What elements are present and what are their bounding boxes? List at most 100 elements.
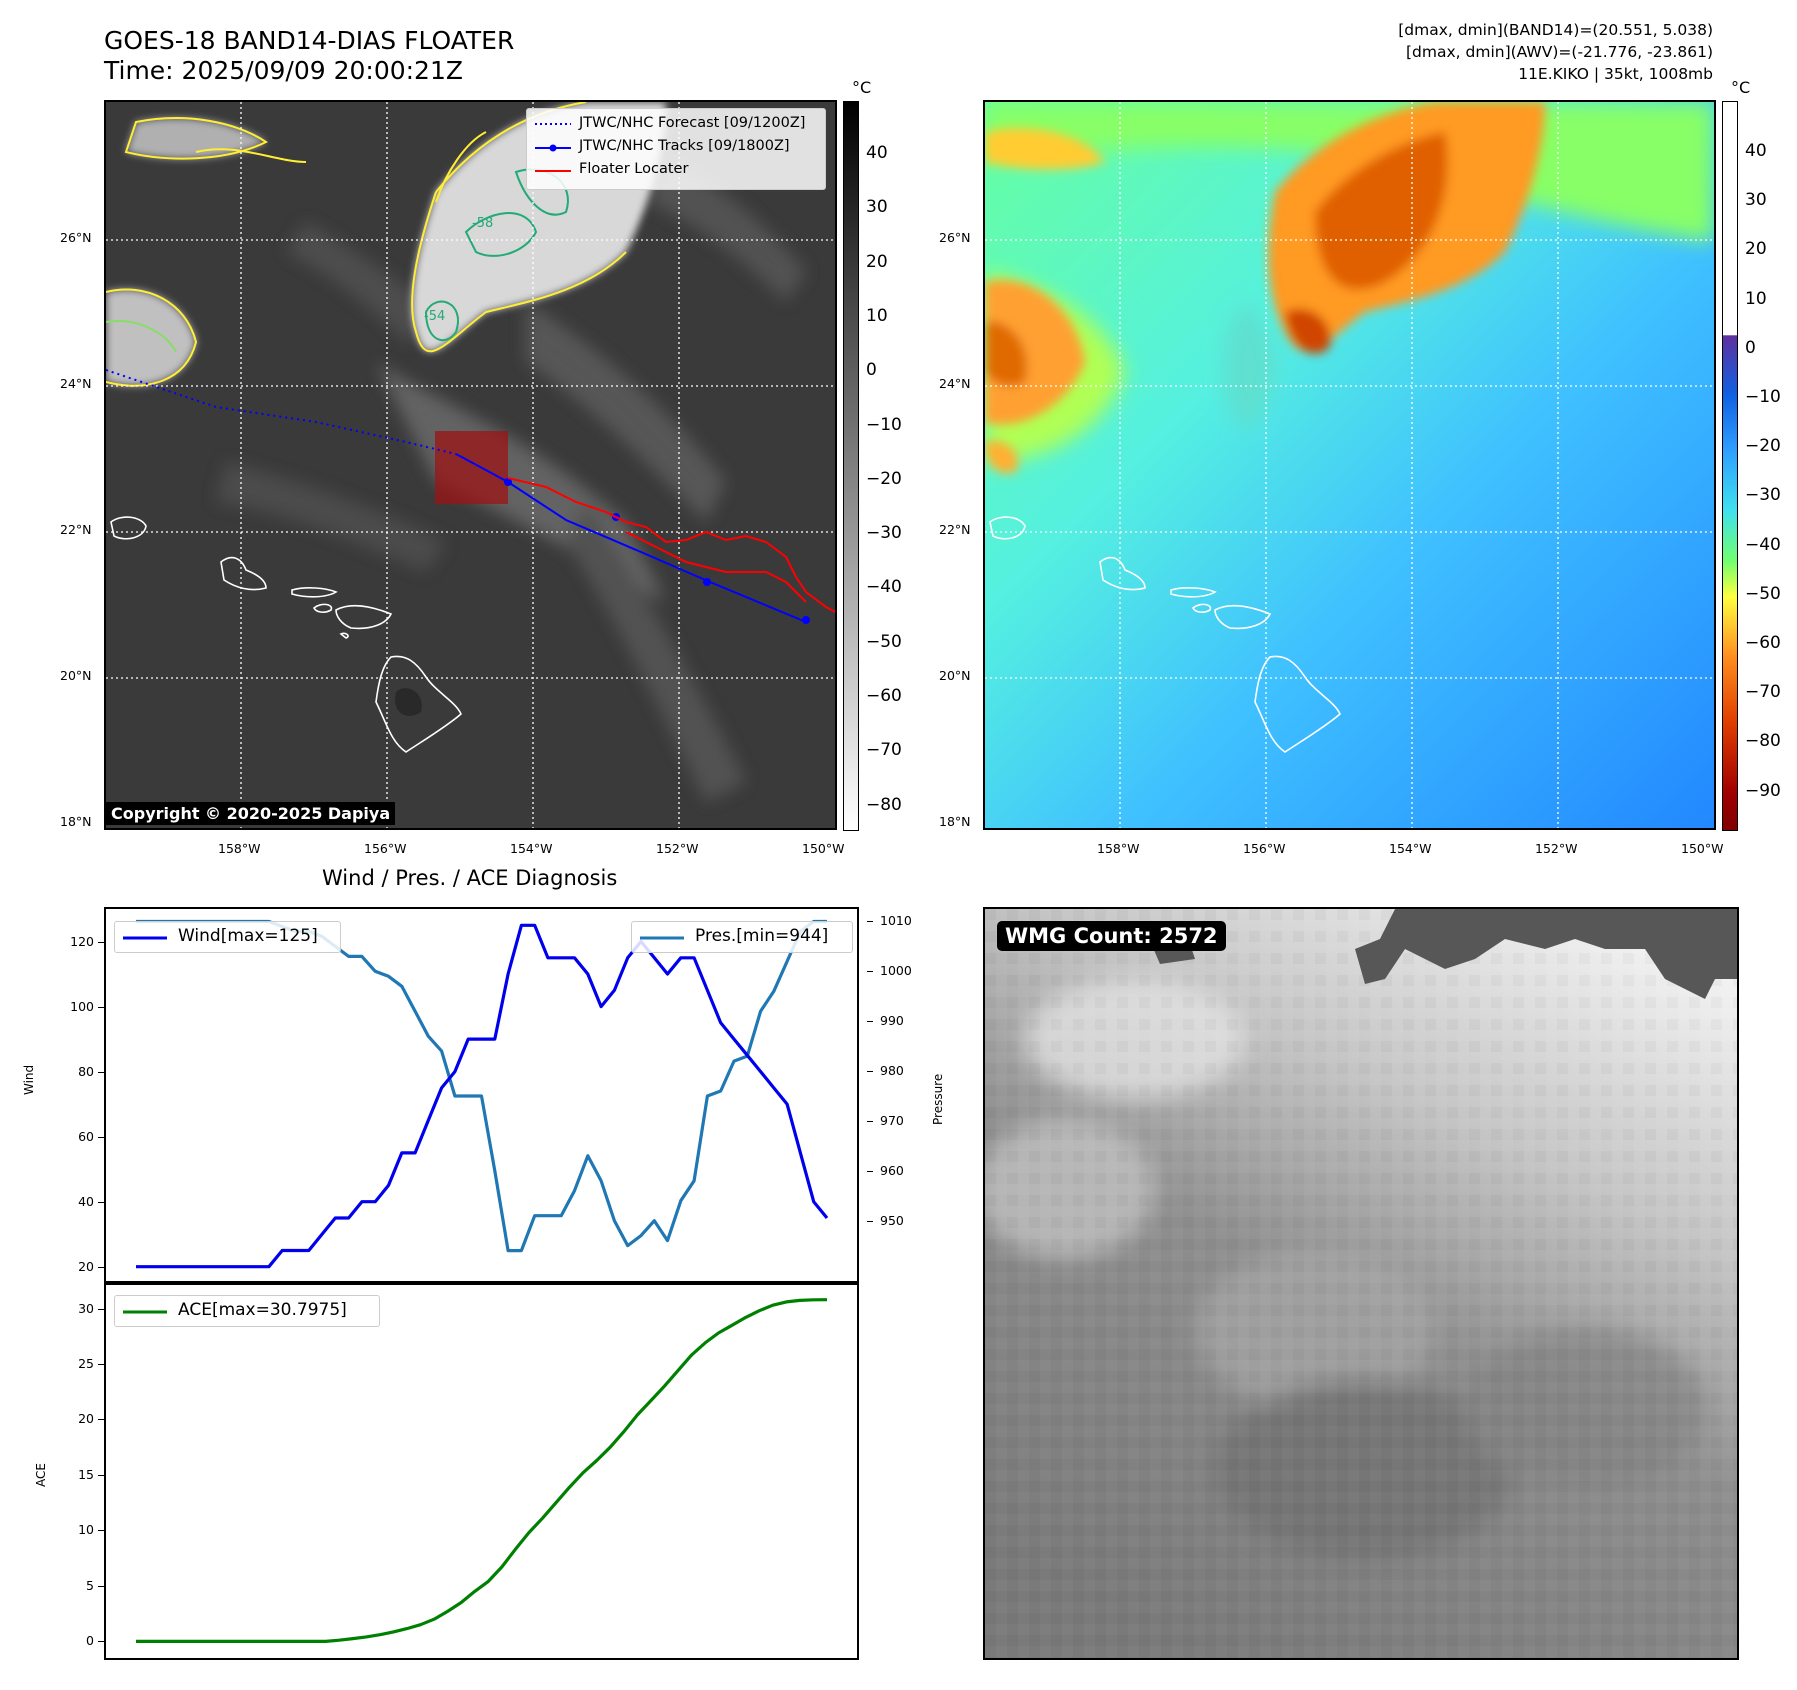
lon-label: 156°W — [1243, 841, 1286, 856]
axis-tick-mark — [98, 1136, 104, 1138]
awv-map-panel — [983, 100, 1716, 830]
lon-label: 152°W — [656, 841, 699, 856]
ir-map: -58 -54 — [106, 102, 835, 828]
wind-legend-label: Wind[max=125] — [178, 926, 318, 946]
axis-tick-label: 120 — [70, 933, 94, 949]
wmg-dark-cloud — [1355, 909, 1737, 999]
colorbar-tick: −80 — [1745, 731, 1781, 752]
awv-gridlines — [985, 102, 1714, 828]
lon-label: 152°W — [1535, 841, 1578, 856]
colorbar-tick: −60 — [866, 686, 902, 706]
info-storm: 11E.KIKO | 35kt, 1008mb — [1518, 65, 1713, 83]
axis-tick-label: 1010 — [880, 913, 912, 929]
ace-legend: ACE[max=30.7975] — [114, 1295, 380, 1327]
figure-title: GOES-18 BAND14-DIAS FLOATER — [104, 26, 515, 55]
lon-label: 150°W — [802, 841, 845, 856]
colorbar-tick: 40 — [1745, 141, 1767, 161]
lon-label: 158°W — [218, 841, 261, 856]
big-island-shadow — [395, 688, 422, 716]
axis-tick-mark — [867, 1120, 873, 1122]
lat-label: 22°N — [939, 522, 971, 537]
colorbar-tick: 0 — [1745, 337, 1756, 358]
axis-tick-mark — [98, 1419, 104, 1421]
awv-dry-cloud — [985, 102, 1545, 474]
ir-gridlines — [106, 102, 835, 828]
ylabel-wind: Wind — [22, 1064, 36, 1095]
lon-label: 156°W — [364, 841, 407, 856]
colorbar-tick: −20 — [1745, 436, 1781, 457]
axis-tick-label: 990 — [880, 1013, 904, 1029]
colorbar-tick: −90 — [1745, 780, 1781, 801]
wmg-panel: WMG Count: 2572 — [983, 907, 1739, 1660]
ylabel-ace: ACE — [34, 1463, 48, 1487]
observed-track-line — [455, 453, 807, 623]
colorbar-tick: −30 — [1745, 485, 1781, 506]
wind-legend: Wind[max=125] — [114, 921, 341, 953]
axis-tick-label: 1000 — [880, 963, 912, 979]
axis-tick-mark — [98, 1474, 104, 1476]
colorbar-tick: 20 — [866, 251, 888, 272]
colorbar-tick: 20 — [1745, 239, 1767, 260]
axis-tick-mark — [98, 941, 104, 943]
axis-tick-label: 10 — [78, 1522, 94, 1538]
axis-tick-mark — [867, 921, 873, 923]
axis-tick-label: 960 — [880, 1162, 904, 1178]
axis-tick-mark — [98, 1071, 104, 1073]
ace-legend-label: ACE[max=30.7975] — [178, 1300, 347, 1320]
axis-tick-label: 80 — [78, 1063, 94, 1079]
colorbar-tick: −80 — [866, 794, 902, 815]
lat-label: 24°N — [60, 376, 92, 391]
wind-series-line — [136, 923, 829, 1269]
colorbar-tick: −10 — [866, 414, 902, 435]
colorbar-tick: −70 — [1745, 682, 1781, 703]
lat-label: 26°N — [939, 230, 971, 245]
legend-floater: Floater Locater — [579, 161, 689, 177]
axis-tick-label: 20 — [78, 1411, 94, 1427]
wmg-pixel-texture — [985, 909, 1737, 1658]
colorbar-tick: −70 — [866, 740, 902, 761]
colorbar-tick: −50 — [1745, 583, 1781, 604]
colorbar-tick: −10 — [1745, 387, 1781, 407]
axis-tick-mark — [98, 1006, 104, 1008]
contour-label: -54 — [424, 309, 445, 324]
axis-tick-label: 30 — [78, 1300, 94, 1316]
axis-tick-mark — [867, 971, 873, 973]
lat-label: 22°N — [60, 522, 92, 537]
lat-label: 18°N — [939, 814, 971, 829]
wmg-image — [985, 909, 1737, 1658]
axis-tick-label: 970 — [880, 1112, 904, 1128]
colorbar-tick: 30 — [866, 197, 888, 218]
awv-islands — [989, 516, 1341, 753]
axis-tick-mark — [867, 1021, 873, 1023]
colorbar-tick: 40 — [866, 143, 888, 163]
lon-label: 154°W — [1389, 841, 1432, 856]
axis-tick-label: 980 — [880, 1063, 904, 1079]
forecast-track-line — [106, 369, 457, 455]
lat-label: 18°N — [60, 814, 92, 829]
pres-legend: Pres.[min=944] — [631, 921, 853, 953]
colorbar-tick: −40 — [866, 577, 902, 598]
axis-tick-label: 950 — [880, 1212, 904, 1228]
axis-tick-mark — [867, 1071, 873, 1073]
colorbar-tick: 10 — [1745, 288, 1767, 309]
diagnosis-title: Wind / Pres. / ACE Diagnosis — [322, 866, 618, 890]
pressure-series-line — [136, 919, 827, 1253]
colorbar2 — [1722, 101, 1738, 831]
axis-tick-label: 20 — [78, 1258, 94, 1274]
lat-label: 20°N — [60, 668, 92, 683]
axis-tick-label: 5 — [86, 1577, 94, 1593]
colorbar1 — [843, 101, 859, 831]
colorbar-tick: −40 — [1745, 534, 1781, 555]
axis-tick-mark — [98, 1585, 104, 1587]
floater-box — [435, 431, 508, 504]
lon-label: 150°W — [1681, 841, 1724, 856]
ace-chart — [136, 1298, 828, 1643]
axis-tick-mark — [98, 1266, 104, 1268]
ace-series-line — [136, 1298, 828, 1643]
wind-pres-panel: Wind[max=125] Pres.[min=944] — [104, 907, 859, 1285]
colorbar-tick: −30 — [866, 523, 902, 544]
colorbar-tick: 0 — [866, 360, 877, 381]
legend-tracks: JTWC/NHC Tracks [09/1800Z] — [579, 138, 790, 154]
axis-tick-mark — [98, 1308, 104, 1310]
wind-pressure-chart — [136, 919, 829, 1269]
